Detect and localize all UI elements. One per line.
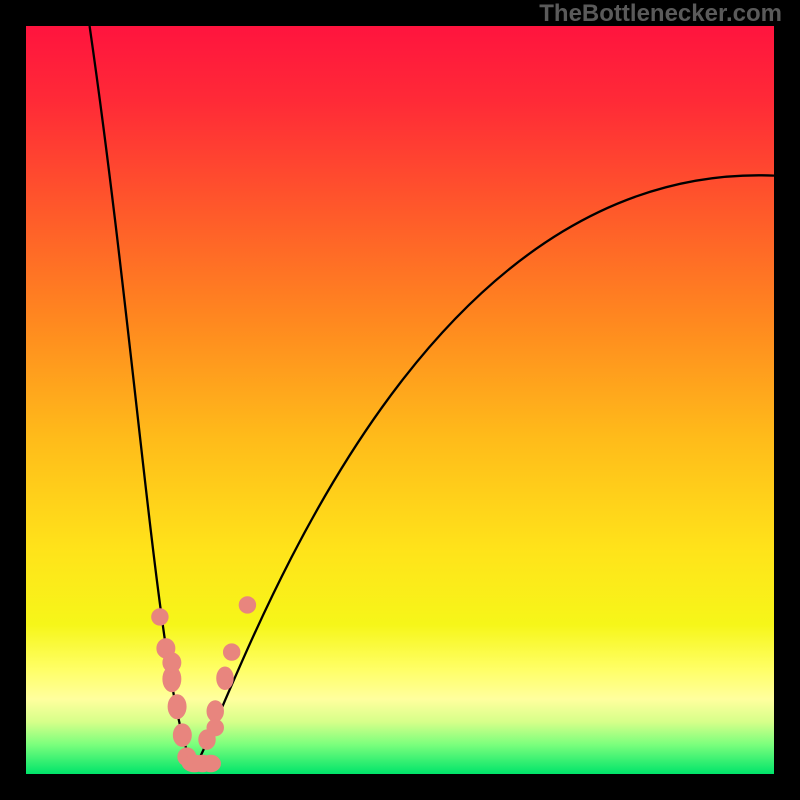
- chart-frame: TheBottlenecker.com: [0, 0, 800, 800]
- data-marker: [207, 719, 223, 735]
- data-marker: [173, 724, 191, 746]
- watermark-label: TheBottlenecker.com: [539, 0, 782, 28]
- data-marker: [201, 755, 220, 771]
- data-marker: [163, 653, 181, 672]
- bottleneck-chart: [0, 0, 800, 800]
- data-marker: [223, 644, 239, 660]
- data-marker: [239, 597, 255, 613]
- data-marker: [152, 609, 168, 625]
- data-marker: [217, 667, 233, 689]
- plot-background: [26, 26, 774, 774]
- data-marker: [207, 701, 223, 722]
- data-marker: [168, 695, 186, 719]
